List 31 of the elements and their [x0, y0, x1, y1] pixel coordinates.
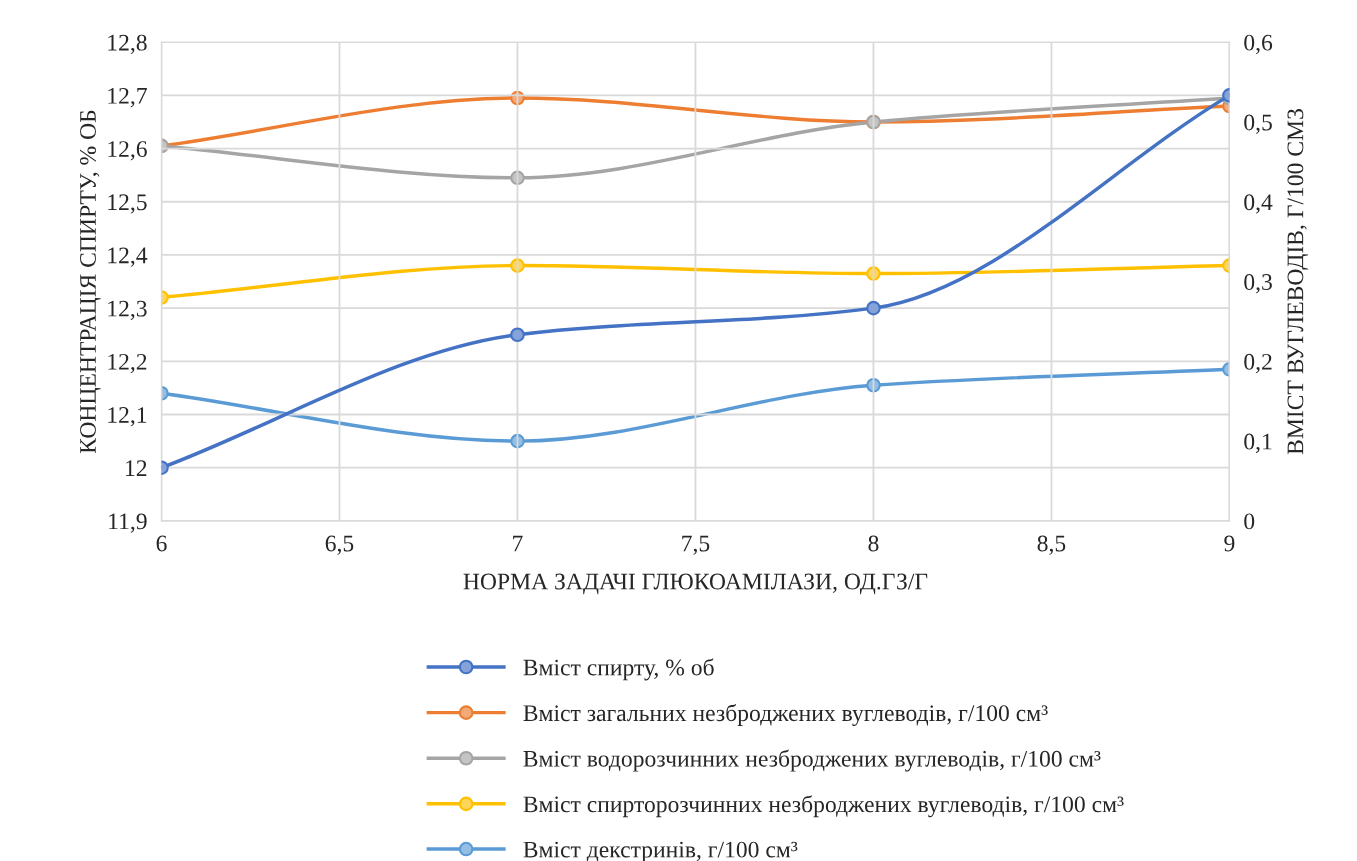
y2-tick-label: 0,6 [1244, 34, 1273, 55]
y2-tick-label: 0,5 [1244, 114, 1272, 134]
y-tick-label: 12,4 [108, 247, 148, 267]
legend-label: Вміст загальних незброджених вуглеводів, г/100 см³ [523, 704, 1048, 726]
x-tick-label: 9 [1224, 535, 1235, 552]
y2-tick-label: 0,2 [1244, 353, 1272, 374]
x-tick-label: 8,5 [1037, 535, 1066, 555]
y2-tick-label: 0,3 [1244, 274, 1272, 294]
y-tick-label: 12,8 [108, 34, 147, 55]
legend-label: Вміст спирторозчинних незброджених вуглеводів, г/100 см³ [523, 795, 1124, 818]
y2-tick-label: 0,4 [1244, 194, 1273, 214]
x-tick-label: 6,5 [325, 535, 354, 555]
y2-tick-label: 0,1 [1244, 433, 1272, 453]
y2-tick-label: 0 [1244, 513, 1255, 530]
y-tick-label: 12,1 [108, 407, 147, 427]
y-tick-label: 12 [126, 460, 147, 476]
y-tick-label: 11,9 [109, 513, 147, 533]
y-axis-title: КОНЦЕНТРАЦІЯ СПИРТУ, % ОБ [79, 110, 101, 454]
y-tick-label: 12,2 [108, 353, 147, 374]
y-tick-label: 12,3 [108, 300, 147, 320]
legend-label: Вміст спирту, % об [523, 658, 714, 681]
x-tick-label: 8 [868, 535, 879, 552]
y2-axis-title: ВМІСТ ВУГЛЕВОДІВ, Г/100 СМ3 [1287, 109, 1309, 455]
x-tick-label: 7,5 [682, 535, 710, 555]
x-tick-label: 7 [513, 535, 523, 552]
legend-label: Вміст водорозчинних незброджених вуглеводів, г/100 см³ [523, 749, 1101, 772]
x-tick-label: 6 [156, 535, 167, 552]
y-tick-label: 12,7 [108, 87, 147, 108]
y-tick-label: 12,5 [108, 194, 147, 214]
y-tick-label: 12,6 [108, 141, 147, 161]
x-axis-title: НОРМА ЗАДАЧІ ГЛЮКОАМІЛАЗИ, ОД.ГЗ/Г [463, 573, 928, 595]
